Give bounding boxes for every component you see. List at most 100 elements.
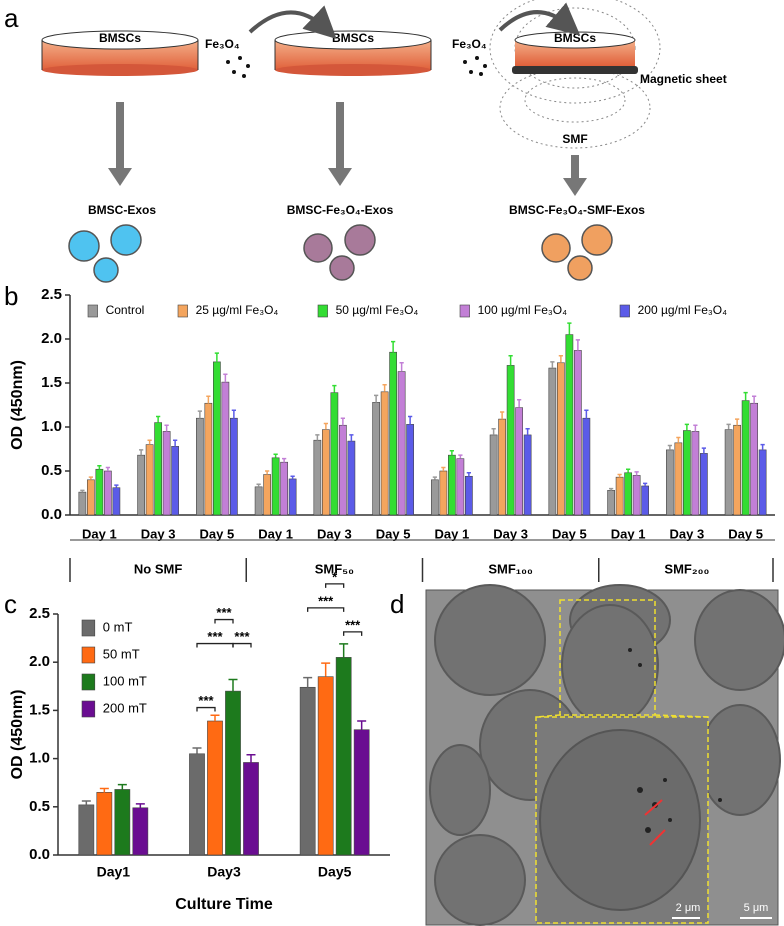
process-arrows [116, 102, 579, 180]
y-tick-label: 2.0 [29, 653, 50, 670]
y-tick-label: 2.0 [41, 330, 62, 347]
y-axis-label: OD (450nm) [9, 690, 26, 780]
significance-label: *** [345, 617, 361, 632]
error-bar [508, 354, 513, 366]
bar [196, 417, 204, 516]
significance-bracket [325, 583, 345, 588]
error-bar [726, 423, 731, 430]
bar [674, 442, 683, 516]
dish: BMSCs [512, 31, 638, 74]
error-bar [567, 322, 572, 335]
error-bar [340, 417, 345, 426]
error-bar [667, 444, 672, 450]
bar [254, 486, 263, 516]
x-tick-label: Day 5 [200, 526, 235, 541]
legend-label: 50 mT [103, 646, 140, 661]
bar [724, 429, 733, 516]
bar [243, 762, 259, 856]
error-bar [466, 472, 471, 477]
bar [221, 381, 230, 516]
bar [615, 476, 624, 516]
arrowheads [108, 168, 587, 196]
legend-label: 100 mT [103, 673, 147, 688]
bar [78, 491, 87, 516]
error-bar [228, 678, 238, 692]
error-bar [117, 783, 127, 790]
error-bar [164, 424, 169, 432]
field-label: SMF [562, 132, 587, 146]
error-bar [88, 476, 93, 480]
significance-bracket [196, 706, 216, 712]
particle-label: Fe₃O₄ [452, 37, 487, 51]
particle-label: Fe₃O₄ [205, 37, 240, 51]
legend-label: 100 µg/ml Fe₃O₄ [478, 303, 567, 317]
y-tick-label: 1.0 [41, 418, 62, 435]
bar [230, 417, 238, 516]
error-bar [449, 450, 454, 456]
legend-label: 200 mT [103, 700, 147, 715]
significance-bracket [214, 618, 234, 624]
bar [448, 454, 456, 516]
error-bar [321, 662, 331, 677]
error-bar [256, 483, 261, 487]
error-bar [643, 482, 648, 486]
error-bar [114, 484, 119, 488]
error-bar [315, 434, 320, 441]
significance-label: *** [207, 629, 223, 644]
bar [288, 478, 297, 516]
error-bar [282, 457, 287, 463]
y-tick-label: 0.5 [41, 462, 62, 479]
error-bar [105, 466, 110, 471]
error-bar [332, 384, 337, 393]
x-tick-label: Day 1 [82, 526, 117, 541]
bar [137, 454, 145, 516]
error-bar [357, 720, 367, 730]
bar [339, 424, 347, 516]
group-label: SMF₁₀₀ [488, 561, 533, 576]
bar [112, 487, 121, 516]
bar [758, 449, 767, 516]
error-bar [303, 676, 313, 688]
arrow [498, 2, 581, 36]
y-tick-label: 1.5 [41, 374, 62, 391]
error-bar [139, 449, 144, 456]
dish-label: BMSCs [554, 31, 596, 45]
legend-label: 50 µg/ml Fe₃O₄ [336, 303, 419, 317]
panel-label: c [4, 589, 17, 619]
x-tick-label: Day 1 [435, 526, 470, 541]
error-bar [273, 453, 278, 458]
bar [104, 470, 112, 516]
error-bar [491, 428, 496, 435]
error-bar [97, 464, 102, 470]
group-label: No SMF [134, 561, 182, 576]
legend-swatch [619, 304, 630, 318]
bar [96, 792, 113, 856]
bar [225, 690, 241, 856]
exosomes [68, 224, 613, 283]
error-bar [135, 803, 145, 808]
error-bar [197, 410, 202, 419]
error-bar [349, 434, 354, 442]
error-bar [99, 787, 109, 793]
bar [439, 470, 448, 516]
error-bar [323, 422, 328, 430]
legend-swatch [317, 304, 328, 318]
bar [515, 407, 523, 516]
error-bar [558, 354, 563, 363]
x-tick-label: Day3 [207, 864, 241, 880]
bar [741, 400, 750, 516]
error-bar [634, 471, 639, 476]
product-label: BMSC-Fe₃O₄-Exos [287, 203, 394, 217]
significance-label: *** [216, 605, 232, 620]
error-bar [382, 384, 387, 392]
legend-swatch [177, 304, 188, 318]
y-tick-label: 1.5 [29, 701, 50, 718]
error-bar [701, 447, 706, 454]
x-tick-label: Day 3 [493, 526, 528, 541]
x-tick-label: Day 3 [317, 526, 352, 541]
bar [548, 367, 557, 516]
bar [565, 334, 574, 516]
significance-label: *** [234, 629, 250, 644]
error-bar [231, 409, 236, 419]
